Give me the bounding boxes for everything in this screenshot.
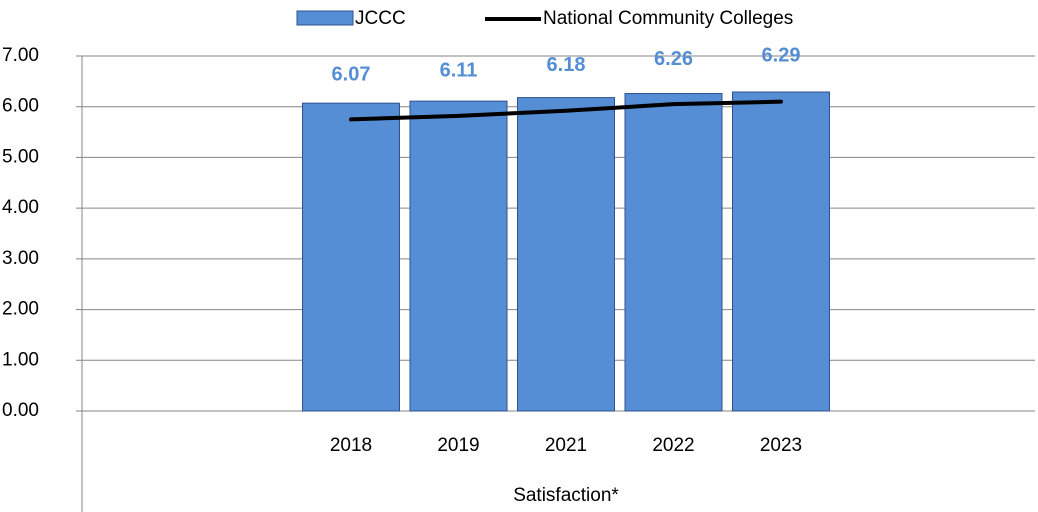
y-tick-label: 1.00 [2, 349, 39, 370]
data-label: 6.11 [440, 59, 478, 81]
bar [409, 100, 508, 412]
legend-label: JCCC [355, 8, 406, 29]
legend-label: National Community Colleges [543, 8, 793, 29]
data-label: 6.18 [547, 54, 586, 76]
data-label: 6.29 [762, 44, 801, 66]
bar [624, 93, 723, 412]
y-tick-label: 6.00 [2, 96, 39, 117]
bar [517, 97, 615, 412]
x-tick-label: 2021 [545, 435, 587, 456]
x-tick-label: 2018 [330, 435, 372, 456]
data-label: 6.26 [654, 48, 693, 70]
y-tick-label: 0.00 [2, 400, 39, 421]
line [349, 99, 783, 122]
bar [732, 91, 830, 412]
x-tick-label: 2023 [760, 435, 802, 456]
y-tick-label: 5.00 [2, 146, 39, 167]
y-tick-label: 3.00 [2, 248, 39, 269]
x-tick-label: 2019 [437, 435, 479, 456]
legend-swatch [296, 10, 354, 26]
bar [302, 102, 400, 412]
y-tick-label: 7.00 [2, 45, 39, 66]
x-tick-label: 2022 [652, 435, 694, 456]
y-tick-label: 2.00 [2, 299, 39, 320]
x-axis-title: Satisfaction* [513, 485, 619, 506]
y-tick-label: 4.00 [2, 197, 39, 218]
data-label: 6.07 [332, 63, 371, 85]
